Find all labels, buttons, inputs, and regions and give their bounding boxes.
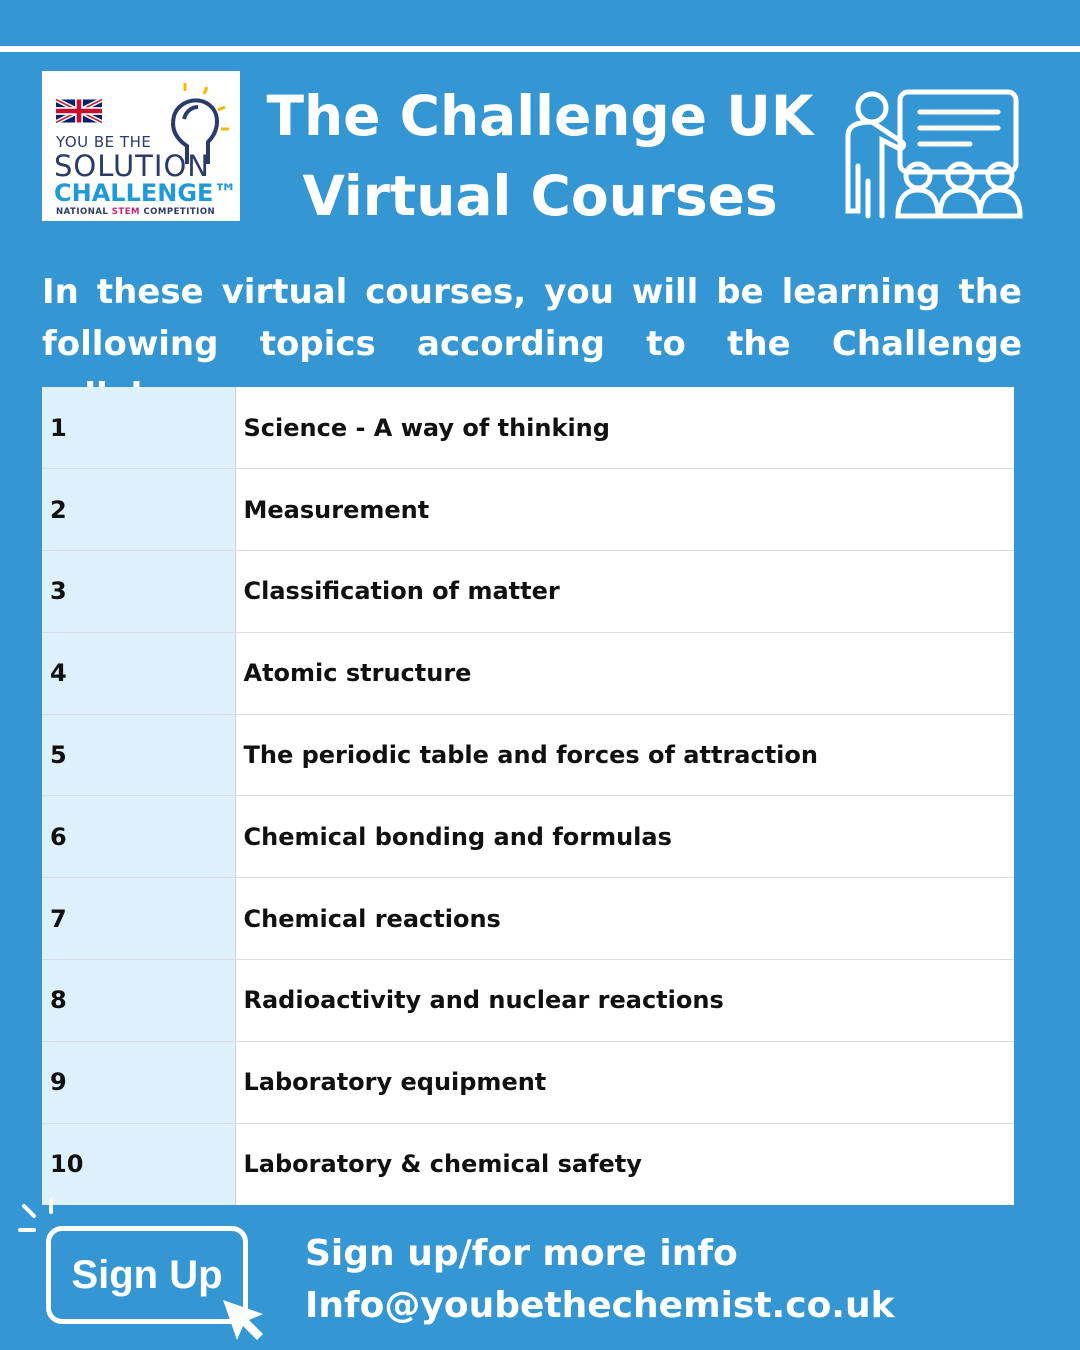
table-row: 2 Measurement [42,468,1014,552]
topic-name: Laboratory equipment [235,1041,1014,1124]
table-row: 7 Chemical reactions [42,877,1014,961]
teacher-classroom-icon [845,89,1023,219]
topic-name: Atomic structure [235,632,1014,715]
topic-number: 10 [42,1123,236,1205]
topic-number: 4 [42,632,236,715]
contact-info: Sign up/for more info Info@youbethechemi… [305,1228,895,1332]
topic-name: Laboratory & chemical safety [243,1150,642,1179]
table-row: 4 Atomic structure [42,632,1014,715]
topic-name: Radioactivity and nuclear reactions [235,959,1014,1042]
topic-number: 3 [42,550,236,633]
table-row: 9 Laboratory equipment [42,1041,1014,1124]
topic-number: 9 [42,1041,236,1124]
topic-number: 2 [42,468,236,552]
topic-name: Classification of matter [235,550,1014,633]
page-title: The Challenge UK Virtual Courses [266,84,814,228]
uk-flag-icon [56,97,102,125]
logo: YOU BE THE SOLUTION CHALLENGE™ NATIONAL … [42,71,240,221]
cursor-icon [223,1300,263,1340]
top-divider [0,46,1080,52]
sign-up-button[interactable]: Sign Up [46,1226,248,1324]
topic-number: 6 [42,795,236,879]
topic-name: The periodic table and forces of attract… [235,714,1014,797]
topic-name: Science - A way of thinking [235,387,1014,470]
table-row: 8 Radioactivity and nuclear reactions [42,959,1014,1042]
topics-table: 1 Science - A way of thinking 2 Measurement… [42,387,1014,1205]
table-row: 1 Science - A way of thinking [42,387,1014,470]
topic-number: 1 [42,387,236,470]
topic-name: Chemical bonding and formulas [235,795,1014,879]
topic-number: 7 [42,877,236,961]
table-row: 6 Chemical bonding and formulas [42,795,1014,879]
topic-name: Measurement [235,468,1014,552]
lightbulb-icon [171,83,229,164]
table-row: 5 The periodic table and forces of attrac… [42,714,1014,797]
table-row: 3 Classification of matter [42,550,1014,633]
email-link[interactable]: Info@youbethechemist.co.uk [305,1285,895,1326]
topic-number: 5 [42,714,236,797]
sparkle-icon [18,1198,53,1232]
topic-number: 8 [42,959,236,1042]
table-row: 10 Laboratory & chemical safety [42,1123,1014,1205]
topic-name: Chemical reactions [235,877,1014,961]
